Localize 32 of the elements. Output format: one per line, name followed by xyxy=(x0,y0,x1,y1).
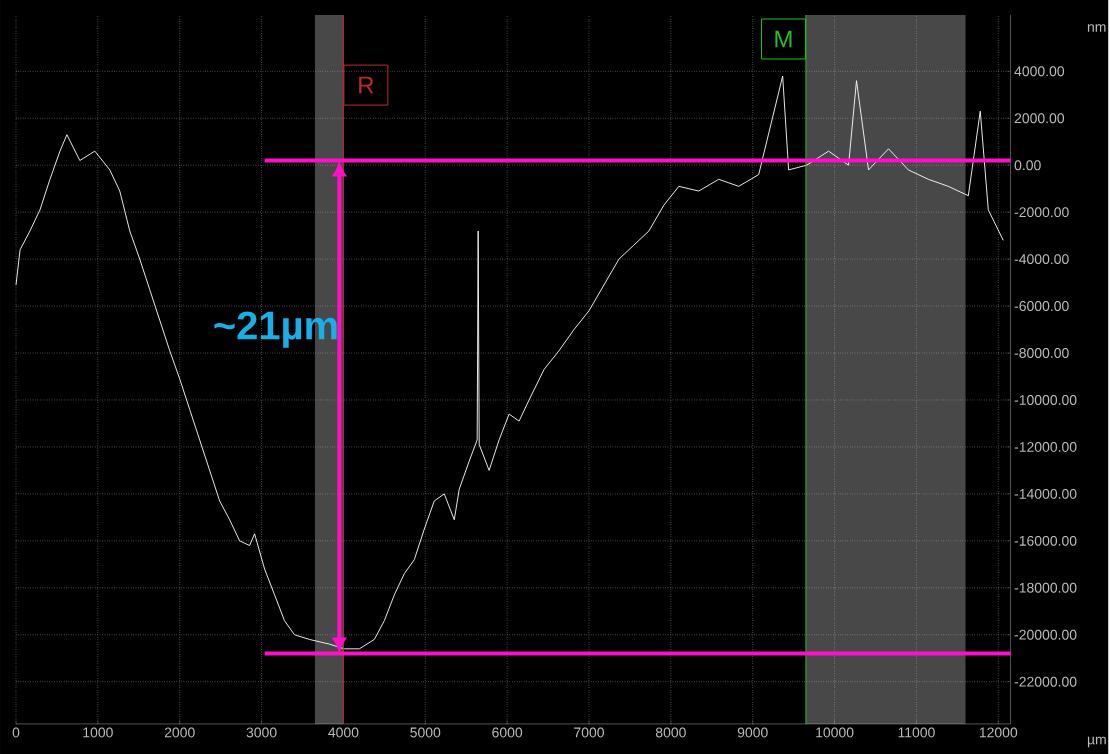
y-tick-label: 4000.00 xyxy=(1014,66,1065,77)
x-tick-label: 4000 xyxy=(328,727,359,738)
x-tick-label: 2000 xyxy=(164,727,195,738)
ref-line-label: M xyxy=(775,30,792,48)
x-tick-label: 5000 xyxy=(410,727,441,738)
y-tick-label: -16000.00 xyxy=(1014,535,1077,546)
y-tick-label: -14000.00 xyxy=(1014,488,1077,499)
x-tick-label: 8000 xyxy=(655,727,686,738)
y-axis-title: nm xyxy=(1087,24,1106,32)
x-tick-label: 3000 xyxy=(246,727,277,738)
x-tick-label: 6000 xyxy=(492,727,523,738)
y-tick-label: 2000.00 xyxy=(1014,113,1065,124)
x-tick-label: 9000 xyxy=(737,727,768,738)
y-tick-label: -20000.00 xyxy=(1014,629,1077,640)
y-tick-label: -6000.00 xyxy=(1014,301,1069,312)
x-axis-title: µm xyxy=(1087,736,1106,748)
y-tick-label: -18000.00 xyxy=(1014,582,1077,593)
y-tick-label: -12000.00 xyxy=(1014,442,1077,452)
x-tick-label: 10000 xyxy=(816,727,854,738)
y-tick-label: 0.00 xyxy=(1014,160,1041,171)
annotation: ~21µm xyxy=(214,311,337,348)
y-tick-label: -2000.00 xyxy=(1014,207,1069,218)
x-tick-label: 12000 xyxy=(979,727,1018,738)
y-tick-label: -8000.00 xyxy=(1014,348,1069,359)
x-tick-label: 1000 xyxy=(83,727,113,738)
ref-line-label: R xyxy=(359,76,374,94)
x-tick-label: 7000 xyxy=(574,727,604,738)
y-tick-label: -22000.00 xyxy=(1014,676,1077,687)
y-tick-label: -4000.00 xyxy=(1014,254,1069,265)
x-tick-label: 0 xyxy=(12,727,20,738)
x-tick-label: 11000 xyxy=(898,727,935,738)
y-tick-label: -10000.00 xyxy=(1014,395,1077,405)
